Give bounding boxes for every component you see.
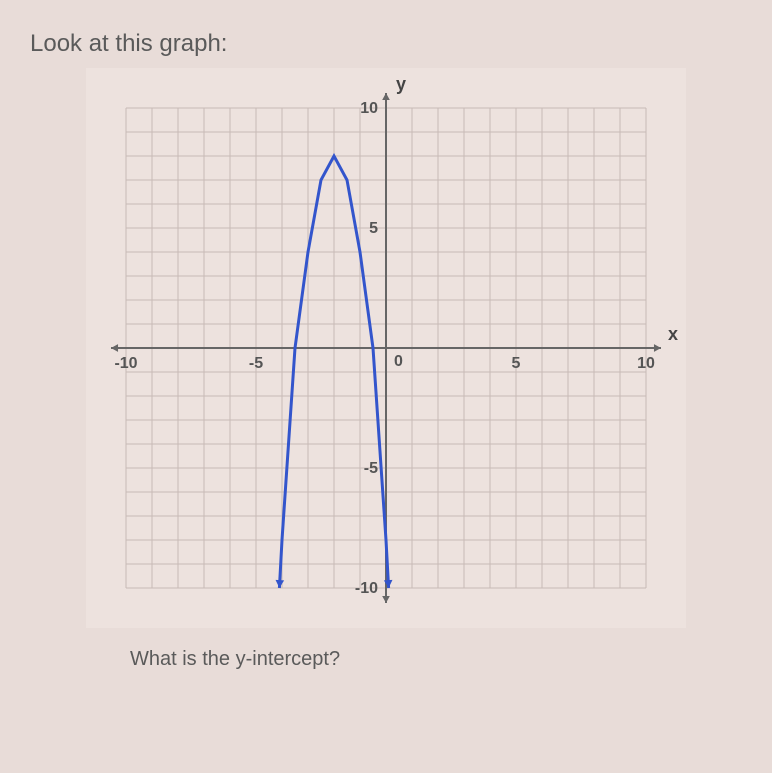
svg-text:5: 5	[512, 355, 521, 372]
svg-text:5: 5	[369, 220, 378, 237]
svg-text:0: 0	[394, 353, 403, 370]
svg-text:y: y	[396, 74, 406, 94]
svg-text:-5: -5	[249, 355, 263, 372]
svg-text:10: 10	[637, 355, 655, 372]
prompt-text: Look at this graph:	[30, 30, 742, 58]
labels: -10 -5 0 5 10 -10 -5 5 10 x y	[114, 74, 678, 597]
chart-svg: -10 -5 0 5 10 -10 -5 5 10 x y	[86, 68, 686, 628]
question-text: What is the y-intercept?	[130, 648, 742, 671]
graph-chart: -10 -5 0 5 10 -10 -5 5 10 x y	[86, 68, 686, 628]
svg-text:10: 10	[360, 100, 378, 117]
svg-text:-5: -5	[364, 460, 378, 477]
svg-text:x: x	[668, 324, 678, 344]
svg-text:-10: -10	[114, 355, 137, 372]
svg-text:-10: -10	[355, 580, 378, 597]
